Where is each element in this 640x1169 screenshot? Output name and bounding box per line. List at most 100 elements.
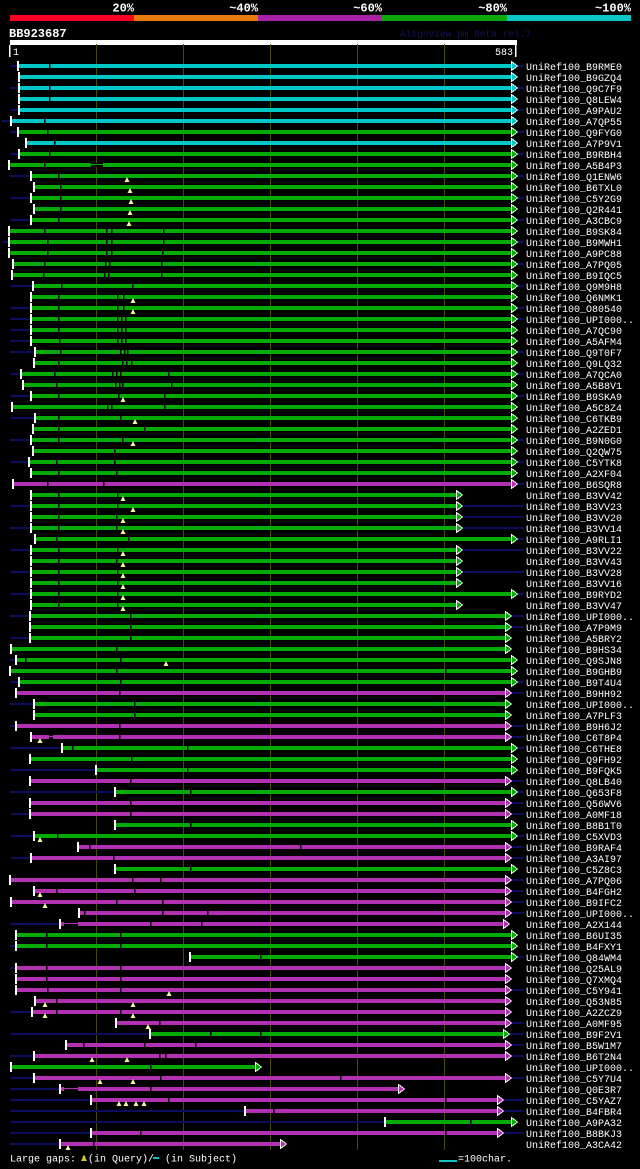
svg-text:UniRef100_B3VV42: UniRef100_B3VV42 — [526, 491, 622, 503]
svg-text:UniRef100_A5C8Z4: UniRef100_A5C8Z4 — [526, 403, 622, 415]
svg-text:UniRef100_B4FXY1: UniRef100_B4FXY1 — [526, 942, 622, 954]
svg-text:UniRef100_UPI000..: UniRef100_UPI000.. — [526, 909, 634, 921]
svg-text:UniRef100_Q9FYG0: UniRef100_Q9FYG0 — [526, 128, 622, 140]
svg-text:UniRef100_B8B1T0: UniRef100_B8B1T0 — [526, 821, 622, 833]
svg-text:UniRef100_A7QP55: UniRef100_A7QP55 — [526, 117, 622, 129]
svg-text:UniRef100_C6T8P4: UniRef100_C6T8P4 — [526, 733, 622, 745]
svg-text:UniRef100_B3VV22: UniRef100_B3VV22 — [526, 546, 622, 558]
svg-text:UniRef100_C6TKB9: UniRef100_C6TKB9 — [526, 414, 622, 426]
svg-text:UniRef100_Q2R441: UniRef100_Q2R441 — [526, 205, 622, 217]
svg-text:20%: 20% — [112, 2, 134, 16]
svg-text:UniRef100_C5Y7U4: UniRef100_C5Y7U4 — [526, 1074, 622, 1086]
svg-text:UniRef100_A9RLI1: UniRef100_A9RLI1 — [526, 535, 622, 547]
svg-text:UniRef100_B3VV16: UniRef100_B3VV16 — [526, 579, 622, 591]
svg-text:UniRef100_B6TXL0: UniRef100_B6TXL0 — [526, 183, 622, 195]
svg-text:UniRef100_C6THE8: UniRef100_C6THE8 — [526, 744, 622, 756]
svg-text:Large gaps:: Large gaps: — [10, 1155, 76, 1166]
svg-text:UniRef100_B8BKJ3: UniRef100_B8BKJ3 — [526, 1129, 622, 1141]
svg-text:UniRef100_B9RAF4: UniRef100_B9RAF4 — [526, 843, 622, 855]
svg-text:UniRef100_B9RME0: UniRef100_B9RME0 — [526, 62, 622, 74]
svg-text:UniRef100_A7PLF3: UniRef100_A7PLF3 — [526, 711, 622, 723]
svg-text:UniRef100_A9PAU2: UniRef100_A9PAU2 — [526, 106, 622, 118]
svg-text:UniRef100_A5B8V1: UniRef100_A5B8V1 — [526, 381, 622, 393]
svg-text:UniRef100_Q6NMK1: UniRef100_Q6NMK1 — [526, 293, 622, 305]
svg-text:UniRef100_Q8LB40: UniRef100_Q8LB40 — [526, 777, 622, 789]
svg-text:583: 583 — [495, 48, 513, 59]
svg-text:UniRef100_UPI000..: UniRef100_UPI000.. — [526, 700, 634, 712]
svg-text:UniRef100_B9HH92: UniRef100_B9HH92 — [526, 689, 622, 701]
svg-text:UniRef100_A2X144: UniRef100_A2X144 — [526, 920, 622, 932]
svg-text:UniRef100_A5BRY2: UniRef100_A5BRY2 — [526, 634, 622, 646]
svg-text:UniRef100_B3VV28: UniRef100_B3VV28 — [526, 568, 622, 580]
svg-text:UniRef100_Q9M9H8: UniRef100_Q9M9H8 — [526, 282, 622, 294]
svg-text:UniRef100_A3AI97: UniRef100_A3AI97 — [526, 854, 622, 866]
svg-text:UniRef100_Q7XMQ4: UniRef100_Q7XMQ4 — [526, 975, 622, 987]
svg-text:UniRef100_A2ZED1: UniRef100_A2ZED1 — [526, 425, 622, 437]
svg-text:UniRef100_A0MF95: UniRef100_A0MF95 — [526, 1019, 622, 1031]
svg-text:UniRef100_B3VV23: UniRef100_B3VV23 — [526, 502, 622, 514]
svg-text:UniRef100_A9PC88: UniRef100_A9PC88 — [526, 249, 622, 261]
svg-text:UniRef100_A7PQ05: UniRef100_A7PQ05 — [526, 260, 622, 272]
svg-text:UniRef100_A7P9V1: UniRef100_A7P9V1 — [526, 139, 622, 151]
svg-text:UniRef100_B9GZQ4: UniRef100_B9GZQ4 — [526, 73, 622, 85]
svg-text:UniRef100_B9SKA9: UniRef100_B9SKA9 — [526, 392, 622, 404]
svg-text:UniRef100_C5Y2G9: UniRef100_C5Y2G9 — [526, 194, 622, 206]
svg-text:UniRef100_Q8LEW4: UniRef100_Q8LEW4 — [526, 95, 622, 107]
svg-text:UniRef100_B9N0G0: UniRef100_B9N0G0 — [526, 436, 622, 448]
svg-text:UniRef100_A7QC90: UniRef100_A7QC90 — [526, 326, 622, 338]
svg-text:UniRef100_Q0E3R7: UniRef100_Q0E3R7 — [526, 1085, 622, 1097]
svg-text:(in Subject): (in Subject) — [165, 1154, 237, 1166]
svg-text:UniRef100_A3CA42: UniRef100_A3CA42 — [526, 1140, 622, 1152]
svg-text:=100char.: =100char. — [458, 1154, 512, 1166]
svg-text:UniRef100_Q56WV6: UniRef100_Q56WV6 — [526, 799, 622, 811]
svg-text:UniRef100_C5XVD3: UniRef100_C5XVD3 — [526, 832, 622, 844]
svg-text:UniRef100_A7PQ06: UniRef100_A7PQ06 — [526, 876, 622, 888]
svg-text:UniRef100_A5B4P3: UniRef100_A5B4P3 — [526, 161, 622, 173]
svg-text:UniRef100_B4FBR4: UniRef100_B4FBR4 — [526, 1107, 622, 1119]
svg-text:UniRef100_B9MWH1: UniRef100_B9MWH1 — [526, 238, 622, 250]
svg-text:UniRef100_Q25AL9: UniRef100_Q25AL9 — [526, 964, 622, 976]
svg-text:UniRef100_A9PA32: UniRef100_A9PA32 — [526, 1118, 622, 1130]
svg-text:(in Query)/: (in Query)/ — [88, 1154, 154, 1166]
svg-text:UniRef100_A0MF18: UniRef100_A0MF18 — [526, 810, 622, 822]
svg-text:~40%: ~40% — [229, 2, 259, 16]
svg-text:UniRef100_C5YTK8: UniRef100_C5YTK8 — [526, 458, 622, 470]
svg-text:UniRef100_UPI000..: UniRef100_UPI000.. — [526, 612, 634, 624]
svg-text:UniRef100_B9FQK5: UniRef100_B9FQK5 — [526, 766, 622, 778]
svg-text:UniRef100_O80540: UniRef100_O80540 — [526, 304, 622, 316]
svg-text:UniRef100_A3CBC9: UniRef100_A3CBC9 — [526, 216, 622, 228]
svg-text:UniRef100_Q1ENW6: UniRef100_Q1ENW6 — [526, 172, 622, 184]
svg-text:UniRef100_B3VV14: UniRef100_B3VV14 — [526, 524, 622, 536]
svg-text:UniRef100_B9RBH4: UniRef100_B9RBH4 — [526, 150, 622, 162]
svg-text:UniRef100_Q2QW75: UniRef100_Q2QW75 — [526, 447, 622, 459]
svg-text:UniRef100_B3VV20: UniRef100_B3VV20 — [526, 513, 622, 525]
svg-text:UniRef100_A2XF04: UniRef100_A2XF04 — [526, 469, 622, 481]
svg-text:UniRef100_Q9C7F9: UniRef100_Q9C7F9 — [526, 84, 622, 96]
svg-text:~60%: ~60% — [353, 2, 383, 16]
svg-text:UniRef100_B3VV47: UniRef100_B3VV47 — [526, 601, 622, 613]
svg-text:UniRef100_UPI000..: UniRef100_UPI000.. — [526, 315, 634, 327]
svg-text:UniRef100_B5W1M7: UniRef100_B5W1M7 — [526, 1041, 622, 1053]
svg-text:~100%: ~100% — [595, 2, 632, 16]
svg-text:UniRef100_C5YAZ7: UniRef100_C5YAZ7 — [526, 1096, 622, 1108]
svg-text:UniRef100_C5Z8C3: UniRef100_C5Z8C3 — [526, 865, 622, 877]
svg-text:UniRef100_Q9FH92: UniRef100_Q9FH92 — [526, 755, 622, 767]
svg-text:UniRef100_Q653F8: UniRef100_Q653F8 — [526, 788, 622, 800]
svg-text:UniRef100_A7QCA0: UniRef100_A7QCA0 — [526, 370, 622, 382]
svg-text:UniRef100_Q84WM4: UniRef100_Q84WM4 — [526, 953, 622, 965]
svg-text:UniRef100_A5AFM4: UniRef100_A5AFM4 — [526, 337, 622, 349]
svg-text:BB923687: BB923687 — [9, 27, 67, 41]
svg-text:UniRef100_B9GHB9: UniRef100_B9GHB9 — [526, 667, 622, 679]
svg-text:UniRef100_Q9T0F7: UniRef100_Q9T0F7 — [526, 348, 622, 360]
svg-text:UniRef100_A2ZCZ9: UniRef100_A2ZCZ9 — [526, 1008, 622, 1020]
svg-text:UniRef100_B4FGH2: UniRef100_B4FGH2 — [526, 887, 622, 899]
svg-text:UniRef100_B6UI35: UniRef100_B6UI35 — [526, 931, 622, 943]
svg-text:AlignView.pm Beta rel.7: AlignView.pm Beta rel.7 — [400, 29, 531, 40]
svg-text:UniRef100_B9T4U4: UniRef100_B9T4U4 — [526, 678, 622, 690]
svg-text:UniRef100_B9SK84: UniRef100_B9SK84 — [526, 227, 622, 239]
svg-text:UniRef100_B9F2V1: UniRef100_B9F2V1 — [526, 1030, 622, 1042]
svg-text:UniRef100_B9RYD2: UniRef100_B9RYD2 — [526, 590, 622, 602]
svg-text:UniRef100_B9HS34: UniRef100_B9HS34 — [526, 645, 622, 657]
svg-text:UniRef100_B9H6J2: UniRef100_B9H6J2 — [526, 722, 622, 734]
svg-text:UniRef100_Q9LQ32: UniRef100_Q9LQ32 — [526, 359, 622, 371]
